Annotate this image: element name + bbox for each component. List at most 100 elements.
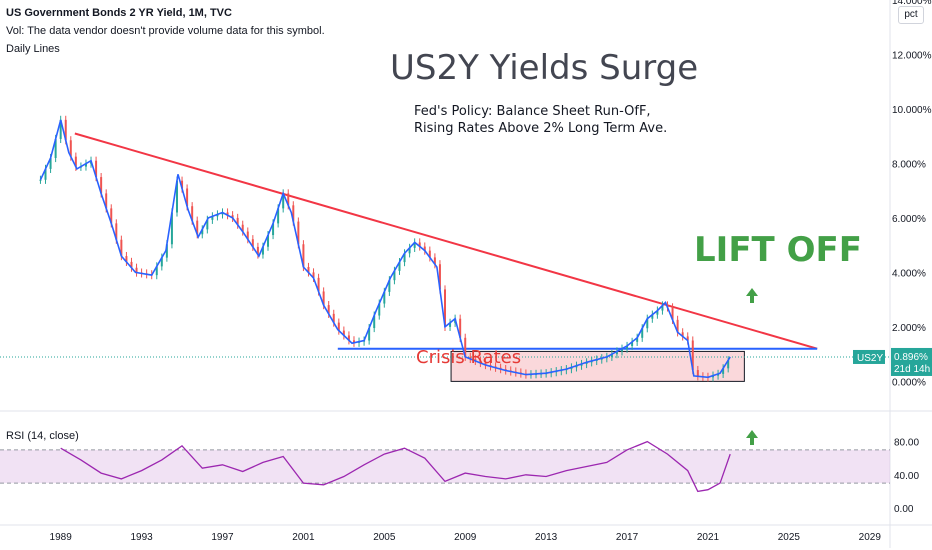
price-tick-label: 4.000%	[892, 268, 926, 279]
candle-body	[312, 272, 315, 278]
rsi-arrow-up-icon	[746, 430, 758, 445]
candle-body	[641, 328, 644, 338]
time-tick-label: 2021	[697, 532, 720, 543]
candle-body	[54, 138, 57, 158]
candle-body	[287, 193, 290, 206]
time-tick-label: 2009	[454, 532, 477, 543]
candle-body	[727, 360, 730, 369]
candle-body	[337, 322, 340, 331]
price-tick-label: 0.000%	[892, 377, 926, 388]
candle-body	[342, 330, 345, 336]
candle-body	[717, 373, 720, 376]
candle-body	[418, 242, 421, 247]
volume-note: Vol: The data vendor doesn't provide vol…	[6, 25, 325, 37]
candle-body	[413, 242, 416, 248]
candle-body	[696, 370, 699, 377]
resistance-trendline	[74, 132, 818, 350]
candle-body	[347, 335, 350, 341]
candle-body	[484, 362, 487, 366]
candle-body	[201, 229, 204, 235]
candle-body	[378, 303, 381, 316]
last-symbol-badge	[853, 349, 885, 364]
candle-body	[570, 367, 573, 370]
last-price-badge	[891, 347, 932, 376]
candle-body	[631, 341, 634, 346]
candle-body	[469, 356, 472, 359]
candle-body	[74, 156, 77, 167]
candle-body	[317, 277, 320, 292]
candle-body	[651, 314, 654, 319]
candle-body	[368, 328, 371, 341]
last-price-value: 0.896%	[894, 352, 928, 363]
candle-body	[479, 360, 482, 363]
candle-body	[297, 221, 300, 245]
candle-body	[393, 270, 396, 281]
candle-body	[246, 231, 249, 240]
price-tick-label: 12.000%	[892, 50, 932, 61]
candle-body	[256, 246, 259, 255]
candle-body	[191, 206, 194, 221]
time-tick-label: 1997	[211, 532, 234, 543]
pct-scale-button[interactable]: pct	[898, 6, 924, 24]
candle-body	[186, 188, 189, 207]
candle-body	[282, 193, 285, 209]
candle-body	[352, 340, 355, 343]
price-tick-label: 2.000%	[892, 323, 926, 334]
rsi-band	[0, 449, 890, 484]
candle-body	[575, 365, 578, 368]
daily-lines-label: Daily Lines	[6, 43, 60, 55]
candle-body	[130, 261, 133, 268]
candle-body	[206, 219, 209, 230]
candle-body	[115, 223, 118, 240]
candle-body	[160, 257, 163, 267]
candle-body	[408, 247, 411, 254]
candle-body	[170, 212, 173, 245]
candle-body	[261, 246, 264, 255]
time-tick-label: 1993	[130, 532, 153, 543]
candle-body	[620, 348, 623, 352]
candle-body	[49, 158, 52, 169]
candle-body	[44, 168, 47, 180]
time-tick-label: 2029	[859, 532, 882, 543]
candle-body	[322, 291, 325, 306]
candle-body	[636, 337, 639, 342]
price-tick-label: 10.000%	[892, 105, 932, 116]
candle-body	[251, 239, 254, 247]
candle-body	[373, 315, 376, 329]
rsi-tick-label: 80.00	[894, 438, 919, 449]
candle-body	[615, 351, 618, 355]
last-symbol-text: US2Y	[857, 353, 883, 364]
policy-line-1: Fed's Policy: Balance Sheet Run-OfF,	[414, 104, 651, 119]
policy-line-2: Rising Rates Above 2% Long Term Ave.	[414, 121, 668, 136]
candle-body	[585, 362, 588, 365]
price-tick-label: 6.000%	[892, 214, 926, 225]
candle-body	[196, 220, 199, 235]
time-tick-label: 2017	[616, 532, 639, 543]
candle-body	[646, 318, 649, 329]
candle-body	[241, 224, 244, 232]
yield-series-line	[39, 119, 731, 379]
chart-title: US2Y Yields Surge	[390, 48, 699, 88]
candle-body	[428, 250, 431, 258]
candle-body	[110, 208, 113, 224]
candle-body	[722, 368, 725, 374]
candle-body	[39, 179, 42, 181]
candle-body	[681, 332, 684, 337]
candle-body	[64, 119, 67, 141]
candle-body	[661, 305, 664, 311]
candle-body	[100, 177, 103, 194]
candle-body	[105, 193, 108, 209]
candle-body	[307, 266, 310, 273]
candle-body	[626, 345, 629, 349]
candle-body	[383, 291, 386, 304]
candle-body	[221, 212, 224, 215]
candle-body	[165, 244, 168, 258]
price-tick-label: 14.000%	[892, 0, 932, 7]
candle-body	[59, 119, 62, 139]
candle-body	[423, 246, 426, 251]
candle-body	[216, 214, 219, 217]
candle-body	[155, 266, 158, 276]
candle-body	[84, 163, 87, 167]
